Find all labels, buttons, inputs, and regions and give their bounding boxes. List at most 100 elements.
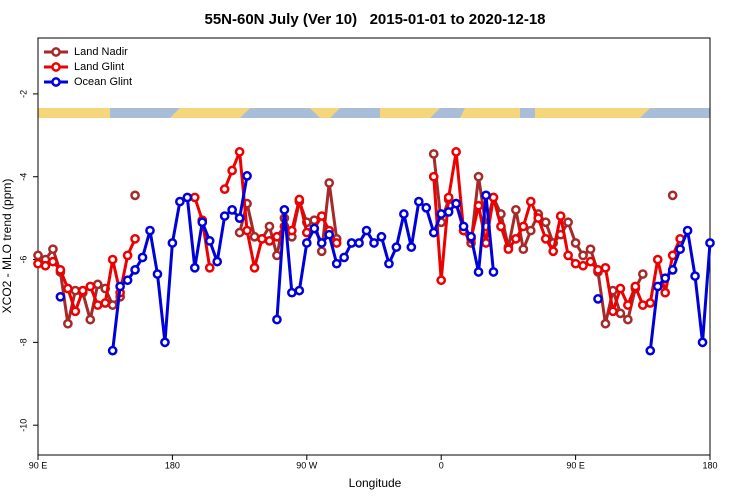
series-point [107, 300, 118, 310]
series-point [518, 244, 529, 255]
legend-marker [51, 62, 61, 72]
series-point [585, 256, 596, 267]
series-point [652, 281, 663, 292]
series-point [33, 250, 43, 261]
series-point [63, 283, 73, 294]
series-point [570, 238, 581, 248]
series-point [697, 337, 708, 348]
series-point [496, 221, 506, 232]
x-tick-label: 90 E [566, 460, 585, 470]
series-point [63, 318, 73, 329]
series-point [443, 207, 454, 217]
series-point [287, 287, 297, 298]
series-point [578, 250, 588, 261]
y-tick-label: -10 [18, 419, 28, 432]
series-point [242, 171, 252, 181]
series-point [309, 223, 320, 234]
series-point [167, 238, 178, 248]
series-point [85, 314, 96, 325]
series-point [160, 337, 170, 348]
series-point [354, 238, 364, 248]
series-point [33, 258, 43, 269]
series-point [301, 227, 312, 238]
series-point [272, 314, 282, 325]
series-line [37, 150, 682, 313]
x-tick-label: 0 [439, 460, 444, 470]
series-point [525, 225, 536, 236]
series-point [637, 300, 648, 310]
series-point [481, 190, 491, 201]
series-point [511, 205, 521, 215]
series-point [503, 244, 514, 255]
series-point [637, 269, 648, 279]
series-point [331, 238, 342, 248]
legend-marker [51, 47, 61, 57]
series-point [130, 190, 140, 201]
series-point [436, 209, 447, 219]
series-point [615, 283, 626, 294]
series-point [122, 250, 133, 261]
series-point [578, 260, 588, 271]
series-point [197, 217, 208, 228]
series-point [660, 287, 671, 298]
series-point [436, 275, 447, 286]
series-point [100, 298, 111, 308]
series-point [563, 217, 573, 228]
x-tick-label: 180 [702, 460, 717, 470]
series-point [137, 252, 148, 263]
series-point [421, 202, 432, 213]
series-point [428, 171, 439, 182]
series-point [458, 221, 469, 232]
series-point [316, 246, 327, 257]
series-point [473, 171, 484, 182]
series-point [600, 262, 611, 273]
series-point [182, 192, 193, 203]
series-point [234, 227, 245, 238]
series-point [324, 229, 335, 240]
series-point [533, 213, 544, 223]
series-point [645, 298, 656, 308]
series-point [705, 238, 715, 248]
series-point [369, 238, 379, 248]
series-point [675, 244, 685, 255]
series-point [242, 225, 252, 236]
series-point [249, 262, 260, 273]
series-point [249, 231, 260, 242]
series-point [593, 265, 603, 275]
y-tick-label: -6 [18, 256, 28, 264]
series-point [331, 258, 342, 269]
legend-label: Land Nadir [74, 46, 128, 58]
series-point [428, 149, 439, 159]
series-point [690, 271, 700, 281]
series-point [316, 211, 327, 221]
series-point [555, 211, 566, 221]
series-point [272, 250, 282, 261]
series-point [122, 275, 133, 286]
series-point [570, 258, 581, 269]
series-point [70, 306, 81, 317]
series-point [428, 227, 439, 238]
series-point [294, 194, 305, 205]
series-point [511, 233, 521, 244]
series-point [361, 225, 372, 236]
series-point [346, 238, 357, 248]
legend-label: Ocean Glint [74, 76, 132, 88]
series-point [339, 252, 349, 263]
series-point [204, 236, 215, 246]
series-point [623, 314, 633, 325]
x-tick-label: 180 [165, 460, 180, 470]
series-point [279, 205, 290, 215]
series-point [107, 254, 118, 265]
series-point [264, 221, 275, 232]
series-point [287, 225, 297, 236]
series-point [234, 147, 245, 157]
series-point [667, 250, 678, 261]
series-point [145, 225, 155, 236]
series-point [406, 242, 417, 252]
series-point [443, 192, 454, 203]
series-line [111, 175, 712, 351]
series-point [48, 244, 58, 255]
legend-label: Land Glint [74, 61, 124, 73]
x-axis-label: Longitude [349, 476, 402, 490]
series-point [466, 231, 476, 242]
